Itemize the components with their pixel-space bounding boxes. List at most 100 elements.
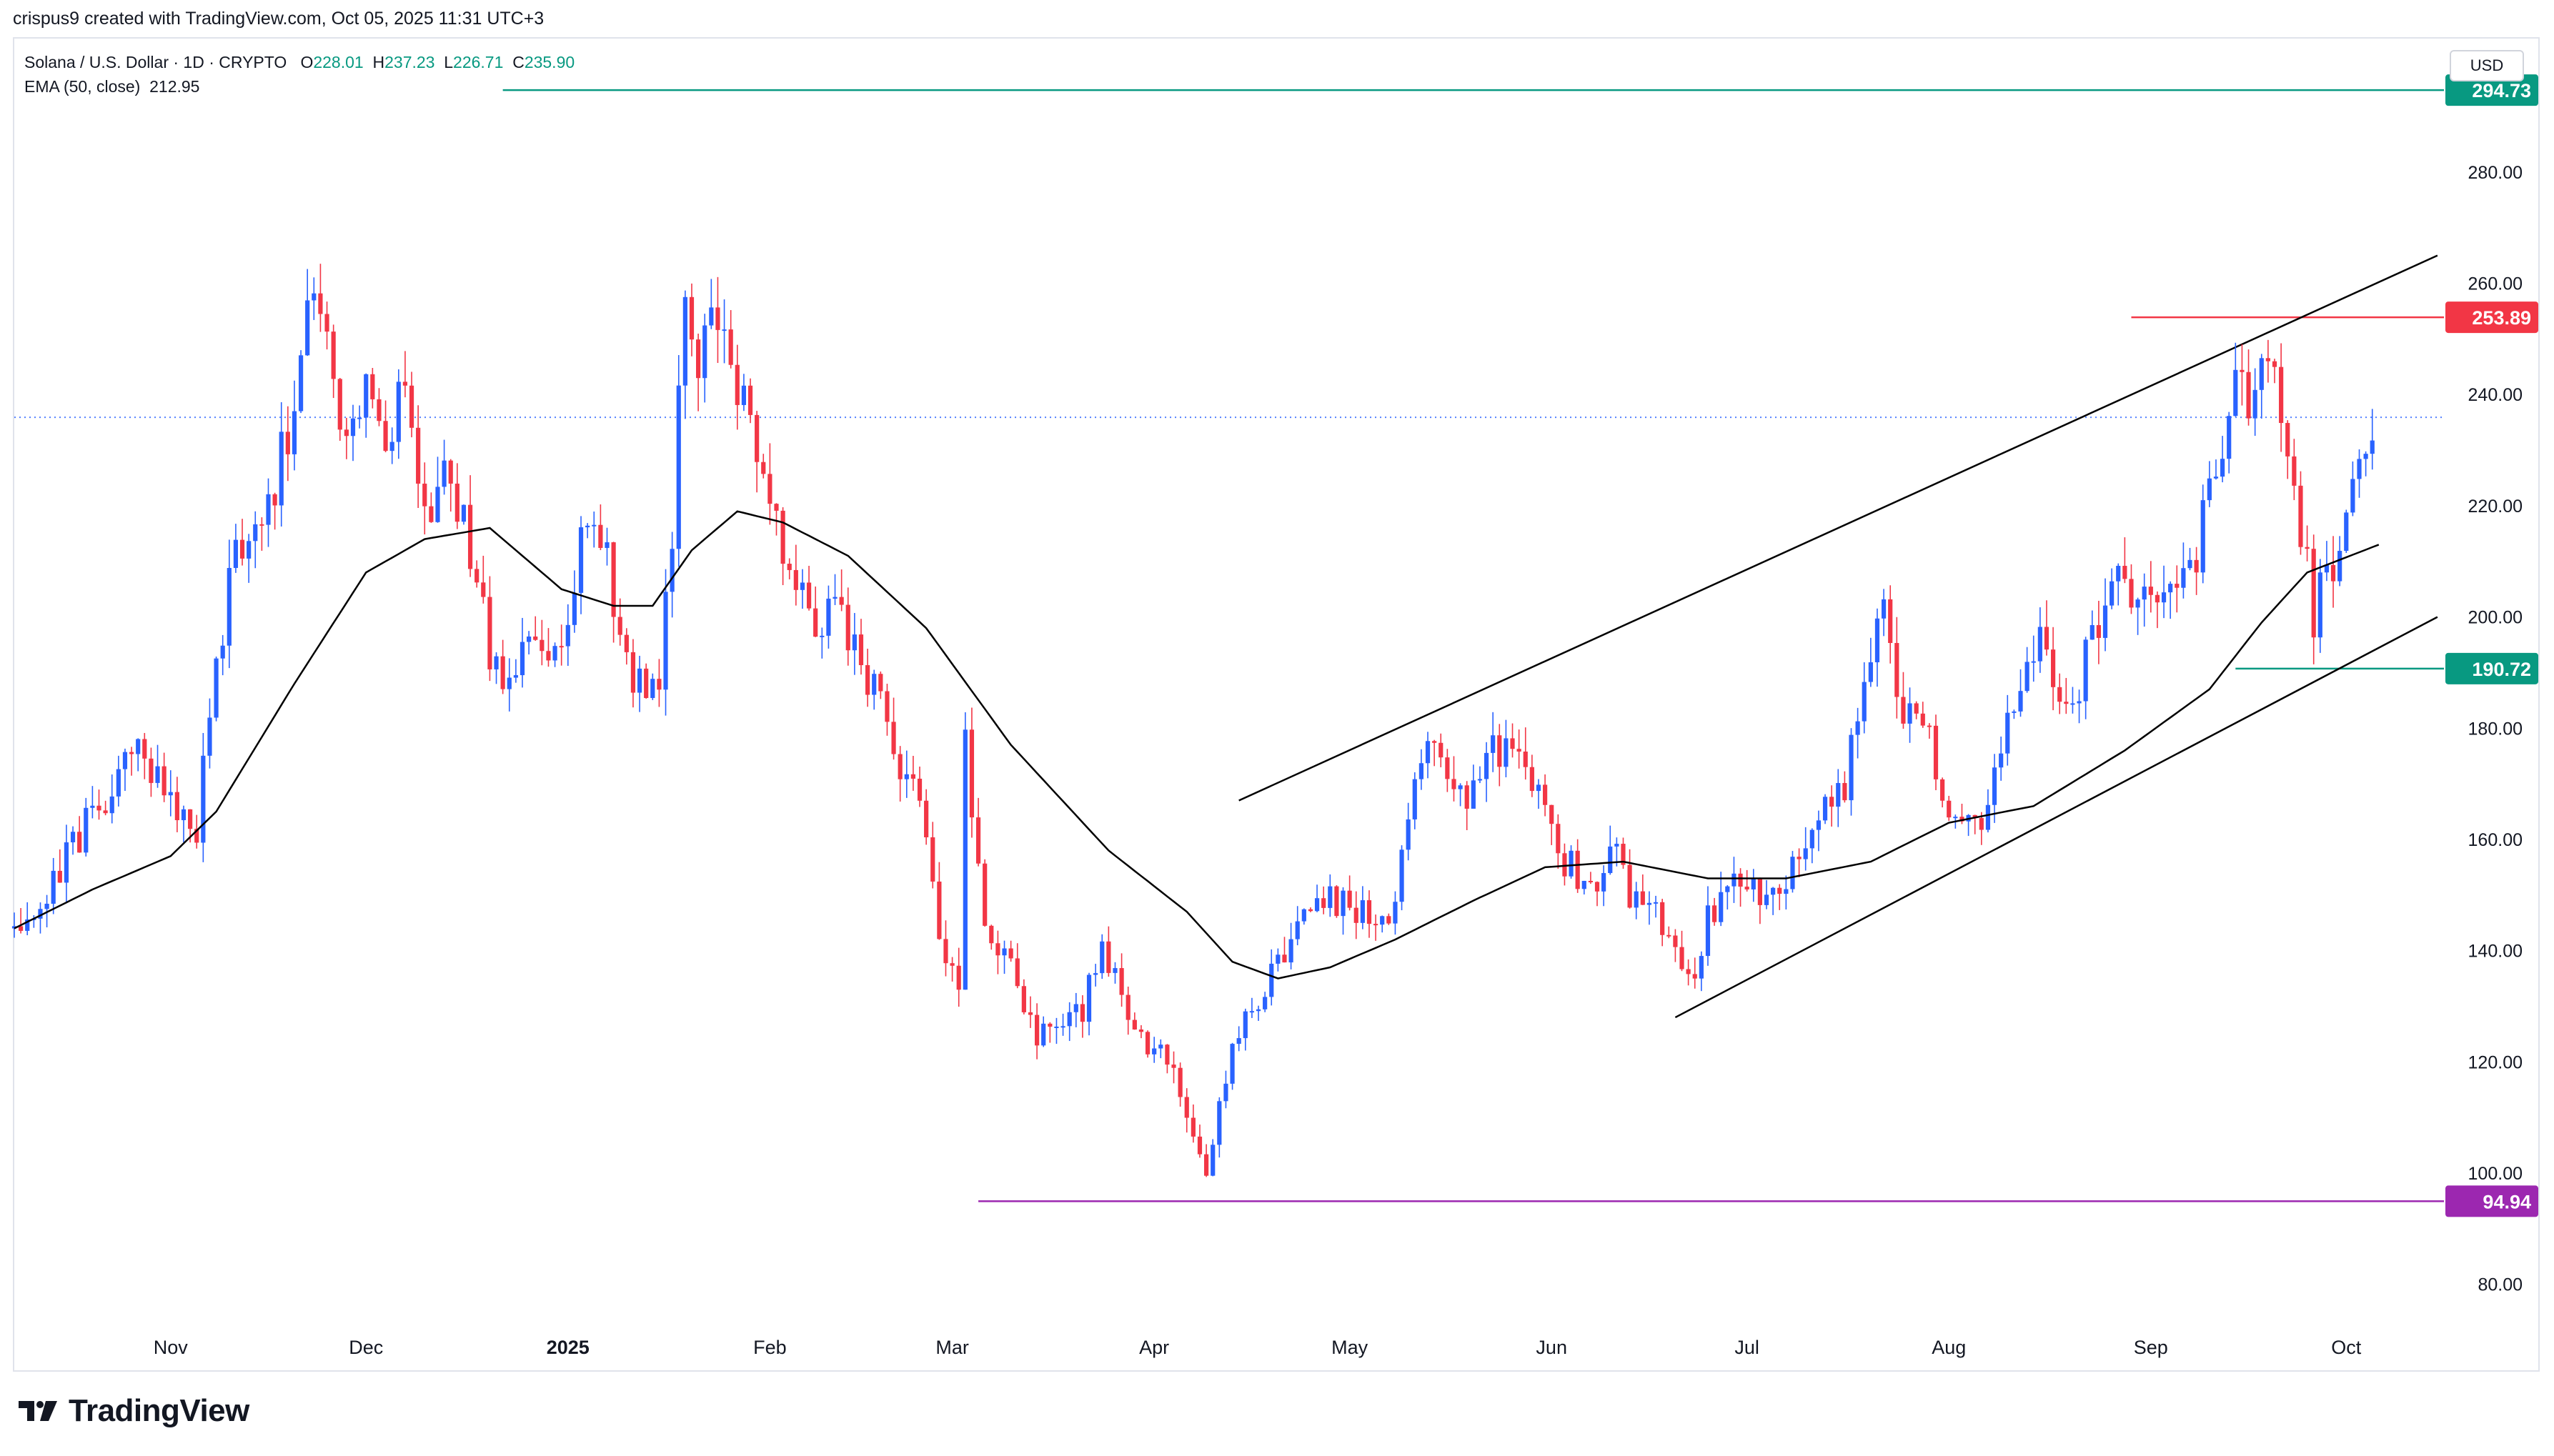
candle-body [448, 460, 453, 484]
candle [1100, 934, 1105, 979]
candle [826, 585, 831, 649]
candle-body [833, 597, 838, 599]
candle [1673, 929, 1678, 962]
candle [1028, 996, 1033, 1028]
candle [1145, 1030, 1151, 1058]
candle-body [747, 385, 753, 415]
candle [682, 290, 687, 419]
candle-body [168, 792, 173, 796]
candle [1334, 885, 1339, 918]
candle-body [2220, 459, 2225, 477]
currency-button[interactable]: USD [2450, 50, 2524, 81]
candle [761, 454, 766, 479]
candle [2357, 449, 2362, 498]
candle-body [2037, 627, 2042, 662]
candle [1855, 707, 1860, 759]
candle [2135, 597, 2140, 635]
candle-body [2292, 456, 2297, 486]
candle [337, 377, 342, 442]
candle [1510, 723, 1515, 758]
candle [1744, 869, 1749, 892]
candle [1308, 907, 1313, 912]
candle [1549, 804, 1554, 845]
candle-body [2155, 594, 2160, 603]
candle [995, 930, 1000, 974]
candle-body [1725, 886, 1730, 892]
candle [1914, 701, 1919, 719]
candle [1249, 997, 1255, 1018]
candle-body [1451, 779, 1456, 789]
legend-ema-value: 212.95 [149, 77, 200, 96]
candle [149, 747, 154, 797]
candle [1080, 995, 1085, 1038]
candle-body [1445, 757, 1450, 779]
candle [253, 511, 258, 569]
candle-body [598, 524, 603, 548]
candle-body [201, 755, 206, 843]
candle-body [983, 863, 988, 926]
candle [1093, 964, 1098, 987]
legend-open-value: 228.01 [313, 53, 364, 71]
y-tick-label: 220.00 [2468, 497, 2523, 517]
candle [1471, 764, 1476, 809]
candle [2148, 561, 2153, 613]
tradingview-brand[interactable]: TradingView [17, 1393, 249, 1429]
candle [1458, 783, 1463, 807]
candle [872, 669, 877, 710]
candle-body [1263, 997, 1268, 1009]
candle [2207, 461, 2212, 507]
legend-ema-row[interactable]: EMA (50, close) 212.95 [24, 74, 575, 99]
y-tick-label: 240.00 [2468, 385, 2523, 405]
candle [64, 824, 69, 904]
candle-body [1686, 969, 1691, 974]
candle-body [1203, 1154, 1209, 1176]
candle-body [357, 417, 362, 419]
legend-close-label: C [512, 53, 525, 71]
candle [1314, 884, 1320, 912]
legend-low-value: 226.71 [453, 53, 504, 71]
candle [1556, 814, 1561, 869]
candle [1295, 906, 1300, 946]
candle-body [1888, 599, 1893, 644]
candle-body [2110, 581, 2115, 606]
candle-body [767, 474, 772, 504]
candle-body [592, 524, 597, 527]
candle-body [1653, 902, 1659, 904]
candle-body [2252, 389, 2257, 419]
candle [1425, 732, 1431, 779]
candle [676, 354, 681, 567]
candle [2350, 461, 2355, 517]
candle-body [2311, 549, 2316, 638]
candle-body [11, 926, 17, 929]
candle [1809, 828, 1814, 864]
candle-body [1132, 1019, 1137, 1030]
candle-body [44, 903, 49, 909]
candle [513, 659, 518, 683]
candle [722, 299, 727, 364]
candle [1445, 749, 1450, 792]
candle-body [1862, 682, 1867, 722]
candle [2037, 607, 2042, 673]
candle-body [1608, 846, 1613, 874]
candle [1920, 702, 1925, 728]
candle [2064, 677, 2069, 714]
candle-body [963, 729, 968, 990]
candle [116, 755, 121, 807]
candle-body [1165, 1044, 1170, 1065]
candle [1634, 882, 1639, 919]
candle [930, 822, 935, 889]
candle-body [1086, 974, 1092, 1022]
candle-body [481, 582, 486, 597]
candle [1738, 868, 1743, 907]
candle [1679, 930, 1684, 972]
candle [1418, 749, 1423, 790]
candle-body [1536, 784, 1541, 792]
candle-body [220, 645, 225, 659]
candle-body [1927, 725, 1932, 727]
candle-body [1621, 844, 1626, 865]
candle-body [565, 624, 570, 647]
candle-body [2050, 649, 2056, 687]
candle [1660, 899, 1665, 947]
y-tick-label: 80.00 [2478, 1275, 2523, 1295]
